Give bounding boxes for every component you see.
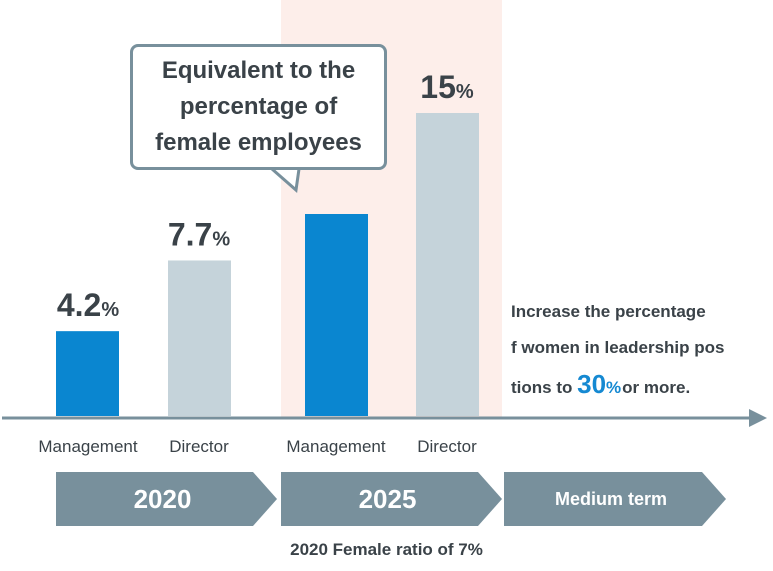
- target-note-prefix: Increase the percentage f women in leade…: [511, 302, 725, 397]
- value-label: 4.2%: [57, 287, 119, 323]
- value-label: 7.7%: [168, 216, 230, 252]
- callout-tail-fill: [272, 167, 300, 190]
- timeline-chevron-1: [56, 472, 277, 526]
- category-label: Management: [286, 437, 386, 456]
- category-label: Director: [417, 437, 477, 456]
- timeline-label: 2020: [134, 484, 192, 514]
- timeline-chevron-3: [504, 472, 726, 526]
- callout-bubble: Equivalent to the percentage of female e…: [130, 44, 387, 170]
- callout-tail: [271, 167, 301, 193]
- bar-2025-director: [416, 113, 479, 416]
- category-label: Management: [38, 437, 138, 456]
- target-unit: %: [606, 378, 622, 397]
- target-note-suffix: or more.: [622, 378, 691, 397]
- target-value: 30: [577, 369, 607, 399]
- target-note: Increase the percentage f women in leade…: [511, 294, 724, 406]
- value-label: 15%: [420, 69, 474, 105]
- timeline-label: 2025: [359, 484, 417, 514]
- timeline-chevron-2: [281, 472, 502, 526]
- bar-2025-management: [305, 214, 368, 416]
- timeline-label: Medium term: [555, 489, 667, 509]
- bar-2020-director: [168, 260, 231, 416]
- category-label: Director: [169, 437, 229, 456]
- x-axis-arrowhead: [749, 409, 767, 427]
- callout-text: Equivalent to the percentage of female e…: [155, 57, 362, 156]
- footer-note: 2020 Female ratio of 7%: [290, 540, 483, 559]
- bar-2020-management: [56, 331, 119, 416]
